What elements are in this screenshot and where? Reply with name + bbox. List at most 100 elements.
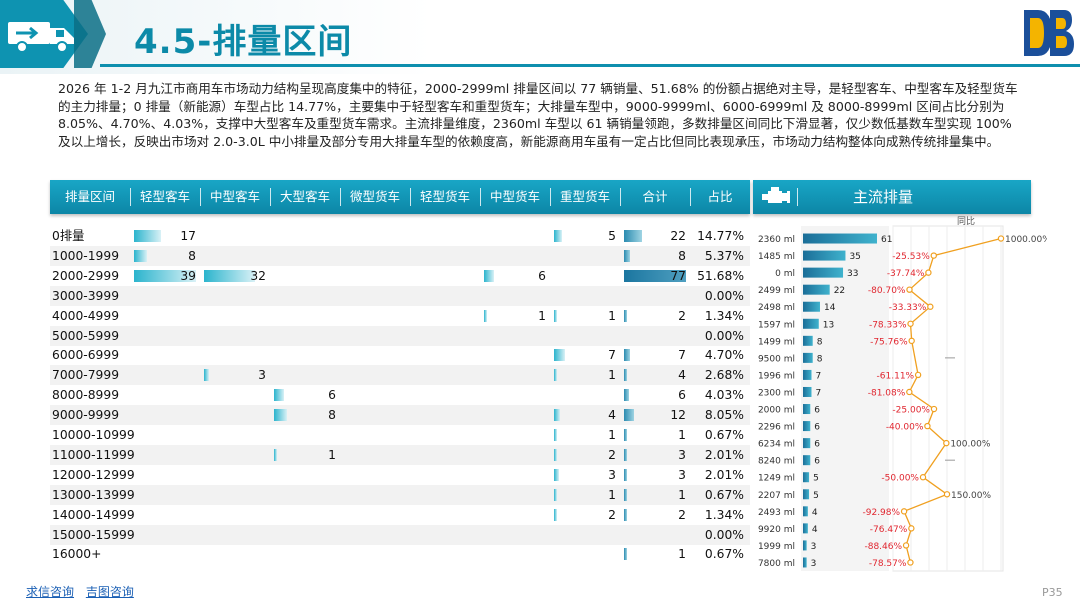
row-label: 11000-11999 <box>52 447 135 462</box>
share-value: 2.68% <box>704 368 744 383</box>
category-label: 2360 ml <box>758 235 795 245</box>
table-row: 13000-13999 1 1 0.67% <box>50 484 750 505</box>
table-header-7: 重型货车 <box>559 189 610 204</box>
yoy-label: -61.11% <box>877 371 915 381</box>
footer-link-2[interactable]: 吉图咨询 <box>85 585 134 599</box>
bar <box>803 540 807 551</box>
table-header-divider <box>340 188 341 206</box>
yoy-point <box>997 235 1005 242</box>
table-cell <box>342 505 410 525</box>
footer: 求信咨询 吉图咨询 <box>26 583 142 600</box>
category-label: 2493 ml <box>758 508 795 518</box>
total-value: 1 <box>678 547 686 562</box>
bar-value: 6 <box>814 423 820 433</box>
bar-area-background <box>801 226 889 571</box>
yoy-label: -78.57% <box>869 559 907 569</box>
total-bar <box>624 349 630 362</box>
table-cell <box>272 266 340 286</box>
share-value: 1.34% <box>704 308 744 323</box>
table-cell: 2 <box>552 505 620 525</box>
table-header-divider <box>200 188 201 206</box>
cell-value: 2 <box>608 447 616 462</box>
table-cell <box>132 345 200 365</box>
table-cell <box>482 405 550 425</box>
bar-value: 33 <box>847 269 858 279</box>
table-cell: 6 <box>482 266 550 286</box>
table-cell <box>202 445 270 465</box>
mainstream-header: 主流排量 <box>753 180 1031 214</box>
mainstream-header-divider <box>797 188 798 206</box>
category-label: 2207 ml <box>758 491 795 501</box>
table-cell <box>342 485 410 505</box>
table-cell: 7 <box>552 345 620 365</box>
yoy-point <box>930 252 937 259</box>
total-bar <box>624 508 627 521</box>
cell-value: 39 <box>180 268 196 283</box>
table-cell <box>202 425 270 445</box>
cell-bar <box>484 269 494 282</box>
total-value: 6 <box>678 388 686 403</box>
total-bar <box>624 548 627 561</box>
yoy-label: -75.76% <box>870 337 908 347</box>
bar <box>803 472 810 483</box>
table-header-divider <box>550 188 551 206</box>
truck-icon <box>8 22 74 53</box>
footer-link-1[interactable]: 求信咨询 <box>26 585 75 599</box>
table-cell <box>342 345 410 365</box>
table-header-9: 占比 <box>707 189 733 204</box>
yoy-label: -33.33% <box>889 303 927 313</box>
table-cell <box>552 544 620 564</box>
table-row: 11000-11999 1 2 3 2.01% <box>50 444 750 465</box>
table-cell <box>482 505 550 525</box>
row-label: 6000-6999 <box>52 348 120 363</box>
yoy-point <box>906 286 913 293</box>
total-cell <box>622 326 690 346</box>
table-cell: 1 <box>552 485 620 505</box>
table-cell <box>482 286 550 306</box>
total-cell: 2 <box>622 306 690 326</box>
row-label: 4000-4999 <box>52 308 120 323</box>
table-cell <box>342 465 410 485</box>
table-cell <box>342 326 410 346</box>
cell-value: 2 <box>608 507 616 522</box>
table-cell <box>552 266 620 286</box>
table-cell <box>552 286 620 306</box>
table-cell: 6 <box>272 385 340 405</box>
bar <box>803 352 813 363</box>
table-cell <box>552 326 620 346</box>
table-cell <box>482 445 550 465</box>
table-cell <box>482 425 550 445</box>
bar-value: 8 <box>817 354 823 364</box>
cell-value: 7 <box>608 348 616 363</box>
yoy-label: -37.74% <box>887 269 925 279</box>
table-cell <box>342 525 410 545</box>
cell-bar <box>274 409 287 422</box>
cell-bar <box>484 309 487 322</box>
bar-value: 61 <box>881 235 892 245</box>
share-value: 14.77% <box>697 229 744 243</box>
yoy-label: -25.00% <box>892 406 930 416</box>
table-cell: 2 <box>552 445 620 465</box>
table-cell <box>272 326 340 346</box>
yoy-point <box>930 405 938 413</box>
table-cell <box>342 226 410 246</box>
table-cell <box>272 286 340 306</box>
row-label: 8000-8999 <box>52 388 120 403</box>
cell-bar <box>554 508 558 521</box>
table-cell: 3 <box>552 465 620 485</box>
table-cell <box>132 306 200 326</box>
category-label: 1499 ml <box>758 337 795 347</box>
table-cell <box>412 306 480 326</box>
table-cell <box>342 286 410 306</box>
bar <box>803 557 807 568</box>
total-bar <box>624 230 642 242</box>
table-cell: 4 <box>552 405 620 425</box>
total-cell: 2 <box>622 505 690 525</box>
bar <box>803 250 846 261</box>
bar <box>803 267 844 278</box>
bar <box>803 335 813 346</box>
table-cell <box>272 246 340 266</box>
table-row: 5000-5999 0.00% <box>50 325 750 346</box>
row-label: 9000-9999 <box>52 408 120 423</box>
table-cell <box>132 544 200 564</box>
